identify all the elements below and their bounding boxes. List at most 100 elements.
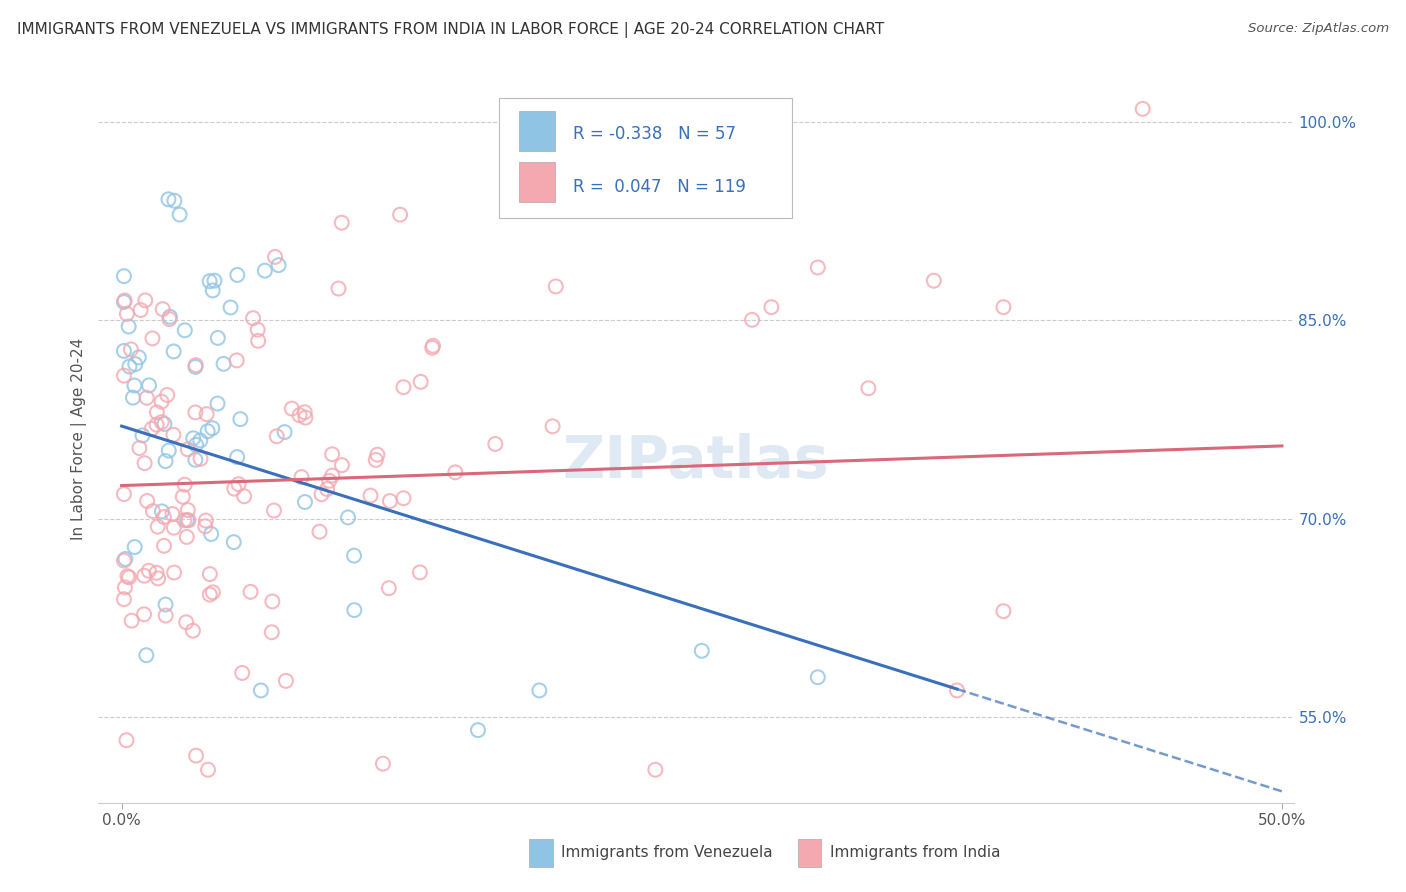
Point <box>219 301 242 315</box>
Point <box>177 513 200 527</box>
Point <box>176 513 198 527</box>
Point <box>135 648 157 663</box>
Point <box>239 585 262 599</box>
Point <box>529 683 551 698</box>
Point <box>118 570 141 584</box>
Point <box>153 417 176 431</box>
Point <box>253 263 276 277</box>
Point <box>198 274 221 288</box>
Point <box>409 566 432 580</box>
Point <box>128 351 150 365</box>
Point <box>114 552 136 566</box>
Point <box>201 284 224 298</box>
Point <box>200 527 222 541</box>
Point <box>128 441 150 455</box>
Point <box>163 521 186 535</box>
Point <box>267 258 290 272</box>
Point <box>162 427 184 442</box>
Point <box>157 312 180 326</box>
Point <box>197 763 219 777</box>
Point <box>124 540 146 554</box>
Point <box>112 269 135 284</box>
Point <box>420 341 443 355</box>
Point <box>198 567 221 582</box>
Point <box>169 208 191 222</box>
Point <box>146 519 169 533</box>
Point <box>228 477 250 491</box>
Point <box>318 474 340 488</box>
Point <box>266 429 288 443</box>
Point <box>120 343 142 357</box>
Point <box>807 670 830 684</box>
Point <box>115 733 138 747</box>
Point <box>157 443 180 458</box>
FancyBboxPatch shape <box>519 111 555 151</box>
Point <box>993 300 1015 314</box>
FancyBboxPatch shape <box>499 97 792 218</box>
Point <box>807 260 830 275</box>
Point <box>181 431 204 445</box>
Point <box>112 368 135 383</box>
Point <box>308 524 330 539</box>
Point <box>360 489 382 503</box>
Point <box>260 625 283 640</box>
Point <box>194 514 217 528</box>
Point <box>204 274 226 288</box>
Point <box>156 388 179 402</box>
Point <box>176 530 198 544</box>
Point <box>153 539 176 553</box>
Point <box>159 310 181 324</box>
Point <box>162 507 184 521</box>
Point <box>262 594 284 608</box>
Point <box>184 359 207 374</box>
Text: Immigrants from Venezuela: Immigrants from Venezuela <box>561 846 772 861</box>
Point <box>224 482 246 496</box>
Point <box>112 553 135 567</box>
Point <box>112 592 135 607</box>
Point <box>201 421 224 435</box>
Point <box>146 405 169 419</box>
Point <box>184 358 207 372</box>
Point <box>389 208 412 222</box>
Point <box>162 344 184 359</box>
Point <box>422 339 444 353</box>
Point <box>212 357 235 371</box>
Point <box>115 307 138 321</box>
Point <box>316 482 339 496</box>
Point <box>311 487 333 501</box>
Point <box>330 216 353 230</box>
Point <box>129 303 152 318</box>
Point <box>184 452 207 467</box>
Point <box>184 405 207 419</box>
Point <box>124 378 146 392</box>
Point <box>174 615 197 630</box>
Point <box>281 401 304 416</box>
Point <box>378 581 401 595</box>
Point <box>761 300 783 314</box>
Text: IMMIGRANTS FROM VENEZUELA VS IMMIGRANTS FROM INDIA IN LABOR FORCE | AGE 20-24 CO: IMMIGRANTS FROM VENEZUELA VS IMMIGRANTS … <box>17 22 884 38</box>
Point <box>226 268 249 282</box>
Point <box>114 581 136 595</box>
Point <box>124 357 146 371</box>
Point <box>529 194 551 209</box>
Point <box>122 391 145 405</box>
Point <box>444 465 467 479</box>
Point <box>371 756 394 771</box>
Point <box>136 494 159 508</box>
Point <box>184 748 207 763</box>
Point <box>242 311 264 326</box>
Point <box>343 549 366 563</box>
Point <box>366 448 388 462</box>
Point <box>288 409 311 423</box>
Point <box>153 510 176 524</box>
Point <box>225 353 247 368</box>
Text: R = -0.338   N = 57: R = -0.338 N = 57 <box>572 125 735 143</box>
Point <box>229 412 252 426</box>
Y-axis label: In Labor Force | Age 20-24: In Labor Force | Age 20-24 <box>72 338 87 541</box>
Point <box>177 442 200 457</box>
Point <box>467 723 489 737</box>
Point <box>222 535 245 549</box>
Text: Immigrants from India: Immigrants from India <box>830 846 1000 861</box>
Point <box>378 494 401 508</box>
Point <box>273 425 295 439</box>
